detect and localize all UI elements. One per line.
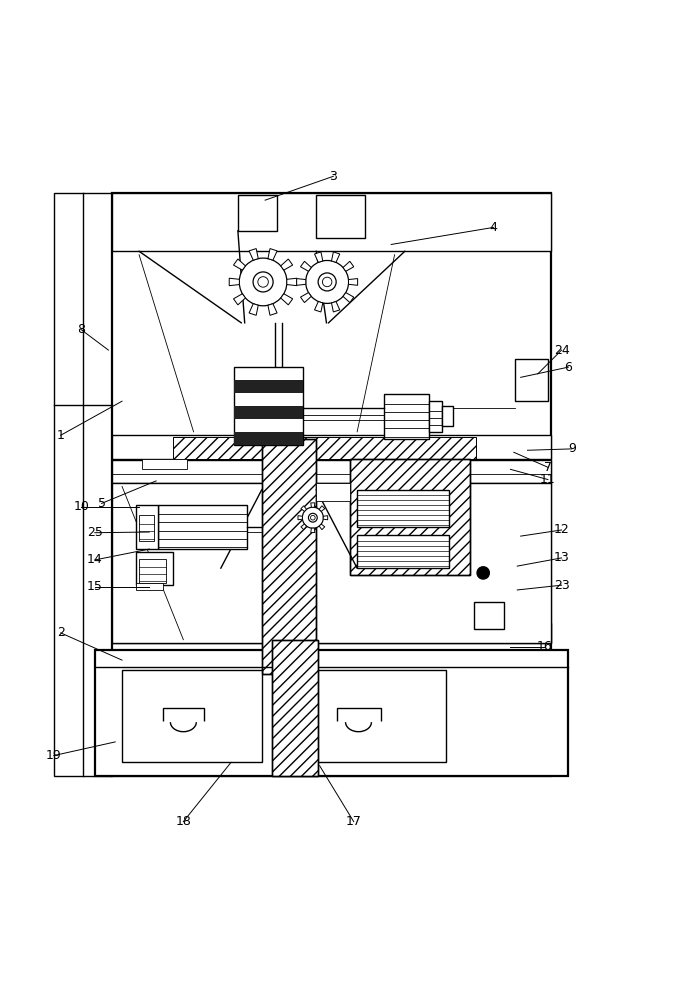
Bar <box>357 490 449 527</box>
Polygon shape <box>297 279 306 285</box>
Bar <box>135 505 158 549</box>
Circle shape <box>477 567 489 579</box>
Bar <box>316 483 350 501</box>
Bar <box>474 602 504 629</box>
Polygon shape <box>298 516 302 520</box>
Polygon shape <box>286 278 297 286</box>
Text: 14: 14 <box>87 553 102 566</box>
Polygon shape <box>300 293 311 303</box>
Circle shape <box>306 260 348 303</box>
Text: 10: 10 <box>74 500 89 513</box>
Polygon shape <box>319 524 325 530</box>
Bar <box>112 483 552 643</box>
Text: 7: 7 <box>544 461 552 474</box>
Bar <box>350 459 470 575</box>
Polygon shape <box>301 524 306 530</box>
Polygon shape <box>301 506 306 511</box>
Polygon shape <box>234 259 245 270</box>
Bar <box>112 193 552 776</box>
Bar <box>234 367 302 445</box>
Bar <box>122 670 262 762</box>
Bar <box>95 650 568 776</box>
Polygon shape <box>315 302 323 312</box>
Text: 17: 17 <box>346 815 361 828</box>
Bar <box>112 460 552 483</box>
Bar <box>262 439 316 674</box>
Bar <box>139 559 166 583</box>
Bar <box>316 195 365 238</box>
Polygon shape <box>311 503 315 507</box>
Polygon shape <box>348 279 358 285</box>
Circle shape <box>302 507 324 528</box>
Polygon shape <box>234 294 245 305</box>
Bar <box>515 359 548 401</box>
Text: 6: 6 <box>565 361 572 374</box>
Polygon shape <box>268 249 277 260</box>
Text: 16: 16 <box>537 640 552 653</box>
Text: 8: 8 <box>77 323 85 336</box>
Bar <box>385 394 429 439</box>
Text: 4: 4 <box>489 221 497 234</box>
Bar <box>234 432 302 445</box>
Text: 25: 25 <box>87 526 103 539</box>
Polygon shape <box>281 294 293 305</box>
Bar <box>112 623 552 643</box>
Polygon shape <box>319 506 325 511</box>
Bar <box>272 640 318 776</box>
Bar <box>429 401 442 432</box>
Text: 9: 9 <box>568 442 576 455</box>
Polygon shape <box>323 516 328 520</box>
Polygon shape <box>281 259 293 270</box>
Bar <box>112 435 552 459</box>
Text: 1: 1 <box>57 429 65 442</box>
Text: 24: 24 <box>554 344 570 357</box>
Text: 19: 19 <box>46 749 62 762</box>
Bar <box>238 195 278 231</box>
Bar <box>262 439 316 674</box>
Bar <box>135 552 173 585</box>
Polygon shape <box>229 278 239 286</box>
Text: 12: 12 <box>554 523 570 536</box>
Polygon shape <box>311 528 315 533</box>
Text: 3: 3 <box>329 170 337 183</box>
Polygon shape <box>268 304 277 315</box>
Bar <box>112 193 552 251</box>
Text: 15: 15 <box>87 580 103 593</box>
Text: 11: 11 <box>540 473 556 486</box>
Polygon shape <box>315 252 323 262</box>
Text: 5: 5 <box>98 497 106 510</box>
Bar <box>296 670 446 762</box>
Text: 13: 13 <box>554 551 570 564</box>
Polygon shape <box>249 249 258 260</box>
Bar <box>234 380 302 393</box>
Text: 2: 2 <box>57 626 65 639</box>
Bar <box>234 406 302 419</box>
Bar <box>350 459 470 575</box>
Bar <box>173 437 476 459</box>
Polygon shape <box>332 302 340 312</box>
Text: 18: 18 <box>175 815 191 828</box>
Bar <box>135 583 163 590</box>
Circle shape <box>239 258 287 306</box>
Bar <box>442 406 453 426</box>
Bar <box>158 505 247 549</box>
Polygon shape <box>343 261 354 271</box>
Bar <box>272 640 318 776</box>
Bar <box>357 535 449 568</box>
Bar <box>54 193 112 776</box>
Polygon shape <box>249 304 258 315</box>
Bar <box>139 515 154 541</box>
Polygon shape <box>332 252 340 262</box>
Bar <box>142 459 187 469</box>
Text: 23: 23 <box>554 579 570 592</box>
Polygon shape <box>300 261 311 271</box>
Polygon shape <box>343 293 354 303</box>
